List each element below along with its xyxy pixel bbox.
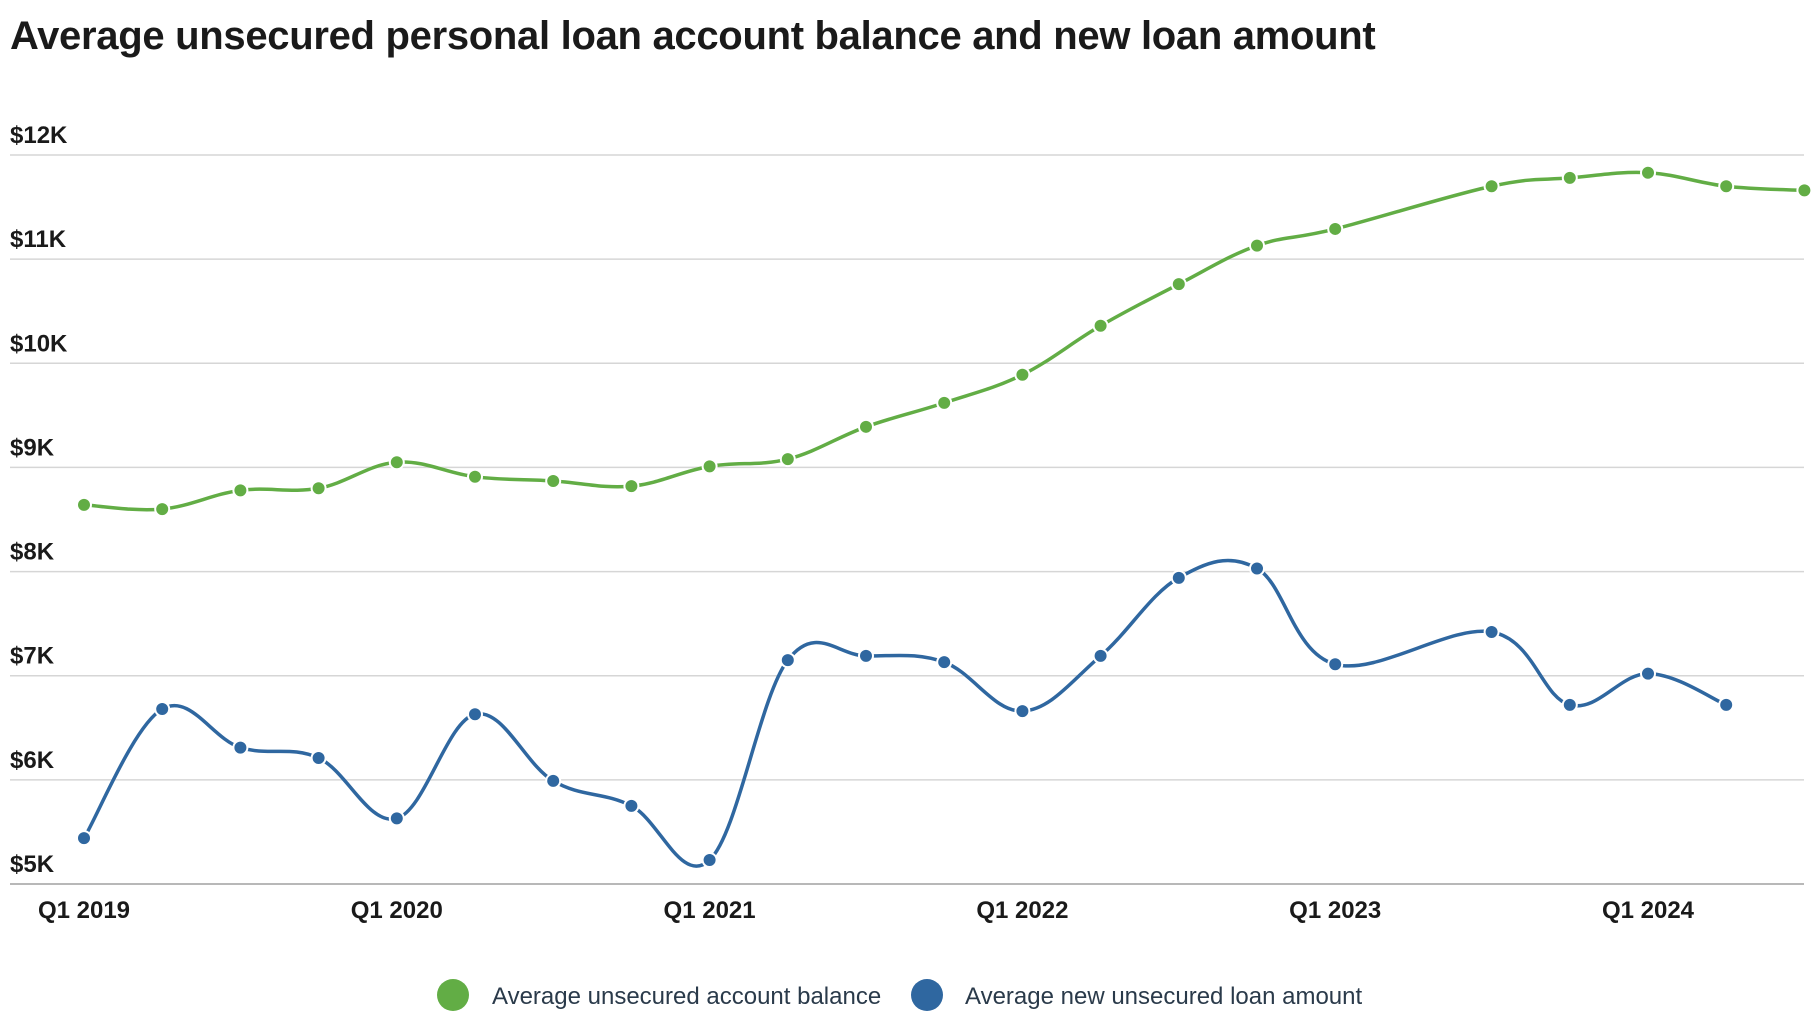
data-point[interactable] [154, 501, 171, 518]
data-point[interactable] [388, 810, 405, 827]
data-point[interactable] [701, 852, 718, 869]
data-point[interactable] [623, 797, 640, 814]
data-point[interactable] [1170, 276, 1187, 293]
data-point[interactable] [232, 739, 249, 756]
data-point[interactable] [936, 654, 953, 671]
y-tick-label: $5K [10, 851, 55, 878]
y-axis: $5K $6K $7K $8K $9K $10K $11K $12K [10, 122, 68, 878]
legend-swatch [911, 979, 943, 1011]
legend-item[interactable]: Average unsecured account balance [437, 979, 881, 1011]
data-point[interactable] [623, 478, 640, 495]
x-tick-label: Q1 2024 [1602, 897, 1695, 924]
data-point[interactable] [1640, 164, 1656, 181]
data-point[interactable] [310, 480, 327, 497]
data-point[interactable] [545, 772, 562, 789]
y-tick-label: $6K [10, 747, 55, 774]
data-point[interactable] [467, 706, 483, 723]
series-new-loan-amount [76, 558, 1735, 869]
legend-swatch [437, 979, 469, 1011]
data-point[interactable] [1561, 169, 1578, 186]
data-point[interactable] [76, 496, 92, 513]
x-tick-label: Q1 2020 [351, 897, 443, 924]
series-line [82, 558, 1728, 868]
data-point[interactable] [779, 451, 796, 468]
legend-item[interactable]: Average new unsecured loan amount [911, 979, 1362, 1011]
data-point[interactable] [467, 468, 483, 485]
y-tick-label: $9K [10, 434, 55, 461]
data-point[interactable] [1718, 696, 1735, 713]
data-point[interactable] [76, 830, 92, 847]
x-tick-label: Q1 2022 [976, 897, 1068, 924]
gridlines [10, 154, 1804, 885]
data-point[interactable] [858, 418, 874, 435]
data-point[interactable] [1014, 366, 1031, 383]
x-tick-label: Q1 2019 [38, 897, 130, 924]
y-tick-label: $7K [10, 643, 55, 670]
data-point[interactable] [545, 472, 562, 489]
series-group [76, 164, 1813, 869]
x-tick-label: Q1 2021 [664, 897, 756, 924]
data-point[interactable] [1327, 656, 1344, 673]
data-point[interactable] [1249, 560, 1265, 577]
y-tick-label: $11K [10, 226, 67, 253]
chart-title: Average unsecured personal loan account … [10, 14, 1376, 58]
data-point[interactable] [779, 652, 796, 669]
data-point[interactable] [1640, 665, 1656, 682]
y-tick-label: $8K [10, 539, 55, 566]
legend: Average unsecured account balance Average… [437, 979, 1362, 1011]
x-axis: Q1 2019 Q1 2020 Q1 2021 Q1 2022 Q1 2023 Q1 20… [38, 897, 1695, 924]
y-tick-label: $12K [10, 122, 68, 149]
data-point[interactable] [701, 458, 718, 475]
legend-label: Average unsecured account balance [492, 983, 881, 1010]
data-point[interactable] [1483, 178, 1500, 195]
data-point[interactable] [154, 701, 171, 718]
data-point[interactable] [232, 482, 249, 499]
data-point[interactable] [1718, 178, 1735, 195]
legend-label: Average new unsecured loan amount [965, 983, 1362, 1010]
data-point[interactable] [1170, 569, 1187, 586]
series-account-balance [76, 164, 1813, 518]
data-point[interactable] [310, 749, 327, 766]
data-point[interactable] [1327, 220, 1344, 237]
series-line [82, 170, 1807, 512]
y-tick-label: $10K [10, 330, 68, 357]
data-point[interactable] [858, 647, 874, 664]
data-point[interactable] [1561, 696, 1578, 713]
data-point[interactable] [1092, 317, 1109, 334]
data-point[interactable] [1092, 647, 1109, 664]
data-point[interactable] [936, 394, 953, 411]
data-point[interactable] [1014, 703, 1031, 720]
x-tick-label: Q1 2023 [1289, 897, 1381, 924]
data-point[interactable] [1249, 237, 1265, 254]
data-point[interactable] [388, 454, 405, 471]
data-point[interactable] [1796, 182, 1813, 199]
data-point[interactable] [1483, 623, 1500, 640]
